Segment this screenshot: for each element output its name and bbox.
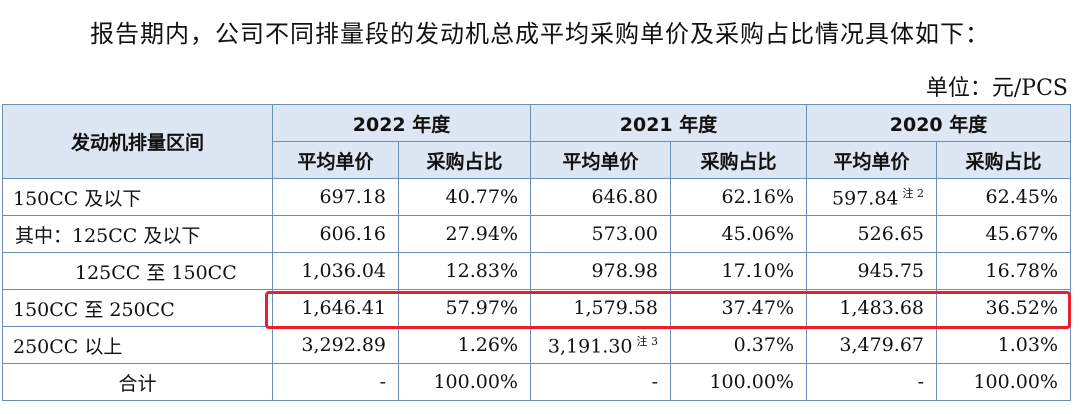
row-header: 发动机排量区间 bbox=[2, 104, 273, 179]
cell-value: 697.18 bbox=[272, 178, 399, 216]
cell-value: 573.00 bbox=[530, 215, 671, 253]
cell-value: 1,483.68 bbox=[806, 289, 937, 327]
cell-value: 62.16% bbox=[670, 178, 807, 216]
cell-value: 597.84 bbox=[832, 187, 899, 210]
cell-value: 12.83% bbox=[398, 252, 531, 290]
sub-header-price: 平均单价 bbox=[272, 141, 399, 179]
sub-header-share: 采购占比 bbox=[936, 141, 1071, 179]
cell-value: - bbox=[272, 363, 399, 401]
cell-value: - bbox=[806, 363, 937, 401]
cell-value: 1.03% bbox=[936, 326, 1071, 364]
cell-value: 1.26% bbox=[398, 326, 531, 364]
sub-header-share: 采购占比 bbox=[670, 141, 807, 179]
table-row: 其中：125CC 及以下 606.16 27.94% 573.00 45.06%… bbox=[2, 215, 1071, 253]
cell-value: 45.67% bbox=[936, 215, 1071, 253]
cell-value: 40.77% bbox=[398, 178, 531, 216]
row-label: 其中：125CC 及以下 bbox=[2, 215, 273, 253]
row-label: 150CC 及以下 bbox=[2, 178, 273, 216]
header-row-subs: 平均单价 采购占比 平均单价 采购占比 平均单价 采购占比 bbox=[3, 141, 1071, 179]
cell-value: 3,292.89 bbox=[272, 326, 399, 364]
unit-label: 单位：元/PCS bbox=[925, 76, 1068, 101]
cell-value: 17.10% bbox=[670, 252, 807, 290]
cell-value: - bbox=[530, 363, 671, 401]
table-row: 125CC 至 150CC 1,036.04 12.83% 978.98 17.… bbox=[2, 252, 1071, 290]
cell-value: 100.00% bbox=[398, 363, 531, 401]
cell-value: 945.75 bbox=[806, 252, 937, 290]
cell-value: 37.47% bbox=[670, 289, 807, 327]
cell-value: 0.37% bbox=[670, 326, 807, 364]
cell-value: 978.98 bbox=[530, 252, 671, 290]
sub-header-price: 平均单价 bbox=[806, 141, 937, 179]
intro-text: 报告期内，公司不同排量段的发动机总成平均采购单价及采购占比情况具体如下： bbox=[90, 20, 990, 48]
sub-header-price: 平均单价 bbox=[530, 141, 671, 179]
cell-value: 1,036.04 bbox=[272, 252, 399, 290]
row-label: 150CC 至 250CC bbox=[2, 289, 273, 327]
cell-value: 1,579.58 bbox=[530, 289, 671, 327]
footnote-marker: 注 3 bbox=[636, 334, 659, 348]
row-label: 250CC 以上 bbox=[2, 326, 273, 364]
footnote-marker: 注 2 bbox=[902, 186, 925, 200]
row-label: 125CC 至 150CC bbox=[2, 252, 273, 290]
table-row: 150CC 及以下 697.18 40.77% 646.80 62.16% 59… bbox=[2, 178, 1071, 216]
year-header-2020: 2020 年度 bbox=[806, 104, 1071, 142]
cell-value: 646.80 bbox=[530, 178, 671, 216]
header-row-years: 发动机排量区间 2022 年度 2021 年度 2020 年度 bbox=[2, 104, 1071, 179]
cell-value: 57.97% bbox=[398, 289, 531, 327]
year-header-2022: 2022 年度 bbox=[272, 104, 531, 142]
table-row: 150CC 至 250CC 1,646.41 57.97% 1,579.58 3… bbox=[2, 289, 1071, 327]
cell-value: 1,646.41 bbox=[272, 289, 399, 327]
cell-value: 62.45% bbox=[936, 178, 1071, 216]
cell-value: 36.52% bbox=[936, 289, 1071, 327]
sub-header-share: 采购占比 bbox=[398, 141, 531, 179]
cell-value: 16.78% bbox=[936, 252, 1071, 290]
table-row: 250CC 以上 3,292.89 1.26% 3,191.30 注 3 0.37… bbox=[2, 326, 1071, 364]
cell-value: 27.94% bbox=[398, 215, 531, 253]
cell-value: 45.06% bbox=[670, 215, 807, 253]
cell-value: 100.00% bbox=[936, 363, 1071, 401]
row-label: 合计 bbox=[2, 363, 273, 401]
year-header-2021: 2021 年度 bbox=[530, 104, 807, 142]
cell-value-with-note: 597.84 注 2 bbox=[806, 178, 937, 216]
cell-value: 526.65 bbox=[806, 215, 937, 253]
engine-purchase-table: 发动机排量区间 2022 年度 2021 年度 2020 年度 平均单价 采购占… bbox=[2, 104, 1071, 401]
cell-value: 606.16 bbox=[272, 215, 399, 253]
cell-value-with-note: 3,191.30 注 3 bbox=[530, 326, 671, 364]
cell-value: 3,191.30 bbox=[547, 335, 633, 358]
cell-value: 3,479.67 bbox=[806, 326, 937, 364]
cell-value: 100.00% bbox=[670, 363, 807, 401]
table-row-total: 合计 - 100.00% - 100.00% - 100.00% bbox=[2, 363, 1071, 401]
